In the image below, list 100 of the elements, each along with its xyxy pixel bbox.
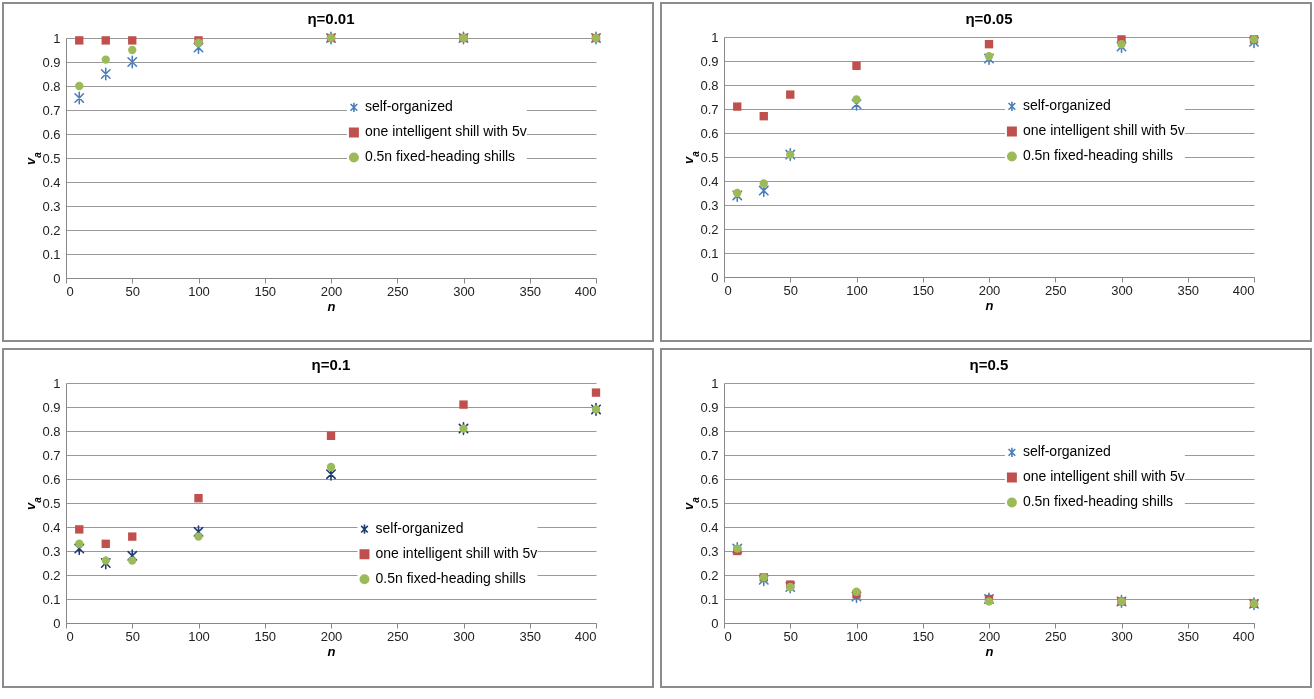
y-tick-label: 0.4 xyxy=(42,174,61,190)
x-axis-title: n xyxy=(327,298,336,314)
y-tick-label: 0.2 xyxy=(42,222,61,238)
y-tick-label: 0.7 xyxy=(700,101,719,117)
y-tick-label: 0.7 xyxy=(700,447,719,463)
legend-label: 0.5n fixed-heading shills xyxy=(364,148,516,165)
x-tick-label: 200 xyxy=(320,628,343,644)
y-tick-label: 0.9 xyxy=(700,53,719,69)
y-tick-label: 0.4 xyxy=(700,519,719,535)
y-tick-label: 0.1 xyxy=(42,246,61,262)
x-axis-title: n xyxy=(985,643,994,659)
x-tick-label: 400 xyxy=(574,628,597,644)
y-tick-label: 0.5 xyxy=(42,150,61,166)
y-tick-label: 0.9 xyxy=(42,54,61,70)
x-tick-label: 150 xyxy=(912,628,935,644)
x-tick-label: 200 xyxy=(978,628,1001,644)
y-tick-label: 1 xyxy=(711,29,719,45)
y-tick-label: 1 xyxy=(53,375,61,391)
x-tick-label: 300 xyxy=(453,628,475,644)
y-tick-label: 0.3 xyxy=(700,197,719,213)
y-tick-label: 0.8 xyxy=(700,423,719,439)
y-tick-label: 0.8 xyxy=(700,77,719,93)
x-axis-title: n xyxy=(985,297,994,313)
y-tick-label: 0.1 xyxy=(42,591,61,607)
x-tick-label: 250 xyxy=(386,283,409,299)
x-tick-label: 0 xyxy=(724,628,732,644)
legend-label: self-organized xyxy=(1022,443,1111,460)
x-tick-label: 250 xyxy=(1044,282,1067,298)
x-tick-label: 50 xyxy=(125,628,140,644)
chart-title: η=0.5 xyxy=(969,356,1009,373)
x-tick-label: 100 xyxy=(846,628,868,644)
x-tick-label: 400 xyxy=(574,283,597,299)
x-tick-label: 50 xyxy=(783,282,798,298)
x-tick-label: 350 xyxy=(1177,628,1200,644)
y-tick-label: 0.2 xyxy=(42,567,61,583)
legend-label: 0.5n fixed-heading shills xyxy=(1022,147,1174,164)
x-tick-label: 0 xyxy=(66,283,74,299)
x-tick-label: 100 xyxy=(188,283,210,299)
y-tick-label: 0.2 xyxy=(700,567,719,583)
y-tick-label: 0.3 xyxy=(42,198,61,214)
y-tick-label: 0.4 xyxy=(700,173,719,189)
chart-title: η=0.1 xyxy=(311,356,351,373)
x-tick-label: 0 xyxy=(724,282,732,298)
legend-label: one intelligent shill with 5v xyxy=(364,123,527,140)
y-tick-label: 1 xyxy=(711,375,719,391)
y-tick-label: 0.3 xyxy=(42,543,61,559)
x-tick-label: 200 xyxy=(978,282,1001,298)
y-tick-label: 0 xyxy=(53,270,61,286)
x-tick-label: 250 xyxy=(1044,628,1067,644)
y-tick-label: 1 xyxy=(53,30,61,46)
x-tick-label: 150 xyxy=(912,282,935,298)
y-tick-label: 0.6 xyxy=(700,125,719,141)
chart-title: η=0.01 xyxy=(307,10,355,28)
y-tick-label: 0.2 xyxy=(700,221,719,237)
y-tick-label: 0.7 xyxy=(42,447,61,463)
x-tick-label: 50 xyxy=(783,628,798,644)
y-tick-label: 0.9 xyxy=(42,399,61,415)
x-tick-label: 150 xyxy=(254,628,277,644)
x-tick-label: 200 xyxy=(320,283,343,299)
legend-label: one intelligent shill with 5v xyxy=(1022,122,1185,139)
legend-label: one intelligent shill with 5v xyxy=(375,545,538,562)
y-tick-label: 0.5 xyxy=(42,495,61,511)
legend-label: self-organized xyxy=(1022,97,1111,114)
y-tick-label: 0.1 xyxy=(700,245,719,261)
x-tick-label: 50 xyxy=(125,283,140,299)
legend-label: self-organized xyxy=(364,98,453,115)
x-tick-label: 300 xyxy=(1111,628,1133,644)
x-tick-label: 100 xyxy=(846,282,868,298)
y-tick-label: 0 xyxy=(53,615,61,631)
y-tick-label: 0.1 xyxy=(700,591,719,607)
y-tick-label: 0.4 xyxy=(42,519,61,535)
x-tick-label: 400 xyxy=(1232,628,1255,644)
legend-label: 0.5n fixed-heading shills xyxy=(1022,493,1174,510)
x-tick-label: 350 xyxy=(519,283,542,299)
y-tick-label: 0.5 xyxy=(700,149,719,165)
chart-title: η=0.05 xyxy=(965,10,1013,27)
y-tick-label: 0.6 xyxy=(700,471,719,487)
y-tick-label: 0.9 xyxy=(700,399,719,415)
x-tick-label: 250 xyxy=(386,628,409,644)
x-tick-label: 300 xyxy=(453,283,475,299)
legend-label: self-organized xyxy=(375,520,464,537)
y-tick-label: 0.6 xyxy=(42,126,61,142)
y-tick-label: 0.8 xyxy=(42,78,61,94)
x-tick-label: 350 xyxy=(1177,282,1200,298)
x-tick-label: 300 xyxy=(1111,282,1133,298)
x-tick-label: 150 xyxy=(254,283,277,299)
legend-label: 0.5n fixed-heading shills xyxy=(375,570,526,587)
y-tick-label: 0.3 xyxy=(700,543,719,559)
y-tick-label: 0 xyxy=(711,269,719,285)
x-tick-label: 400 xyxy=(1232,282,1255,298)
y-tick-label: 0.5 xyxy=(700,495,719,511)
x-tick-label: 350 xyxy=(519,628,542,644)
y-tick-label: 0.8 xyxy=(42,423,61,439)
y-tick-label: 0.7 xyxy=(42,102,61,118)
y-tick-label: 0.6 xyxy=(42,471,61,487)
x-tick-label: 100 xyxy=(188,628,210,644)
legend-label: one intelligent shill with 5v xyxy=(1022,468,1185,485)
x-tick-label: 0 xyxy=(66,628,74,644)
x-axis-title: n xyxy=(327,643,336,659)
y-tick-label: 0 xyxy=(711,615,719,631)
